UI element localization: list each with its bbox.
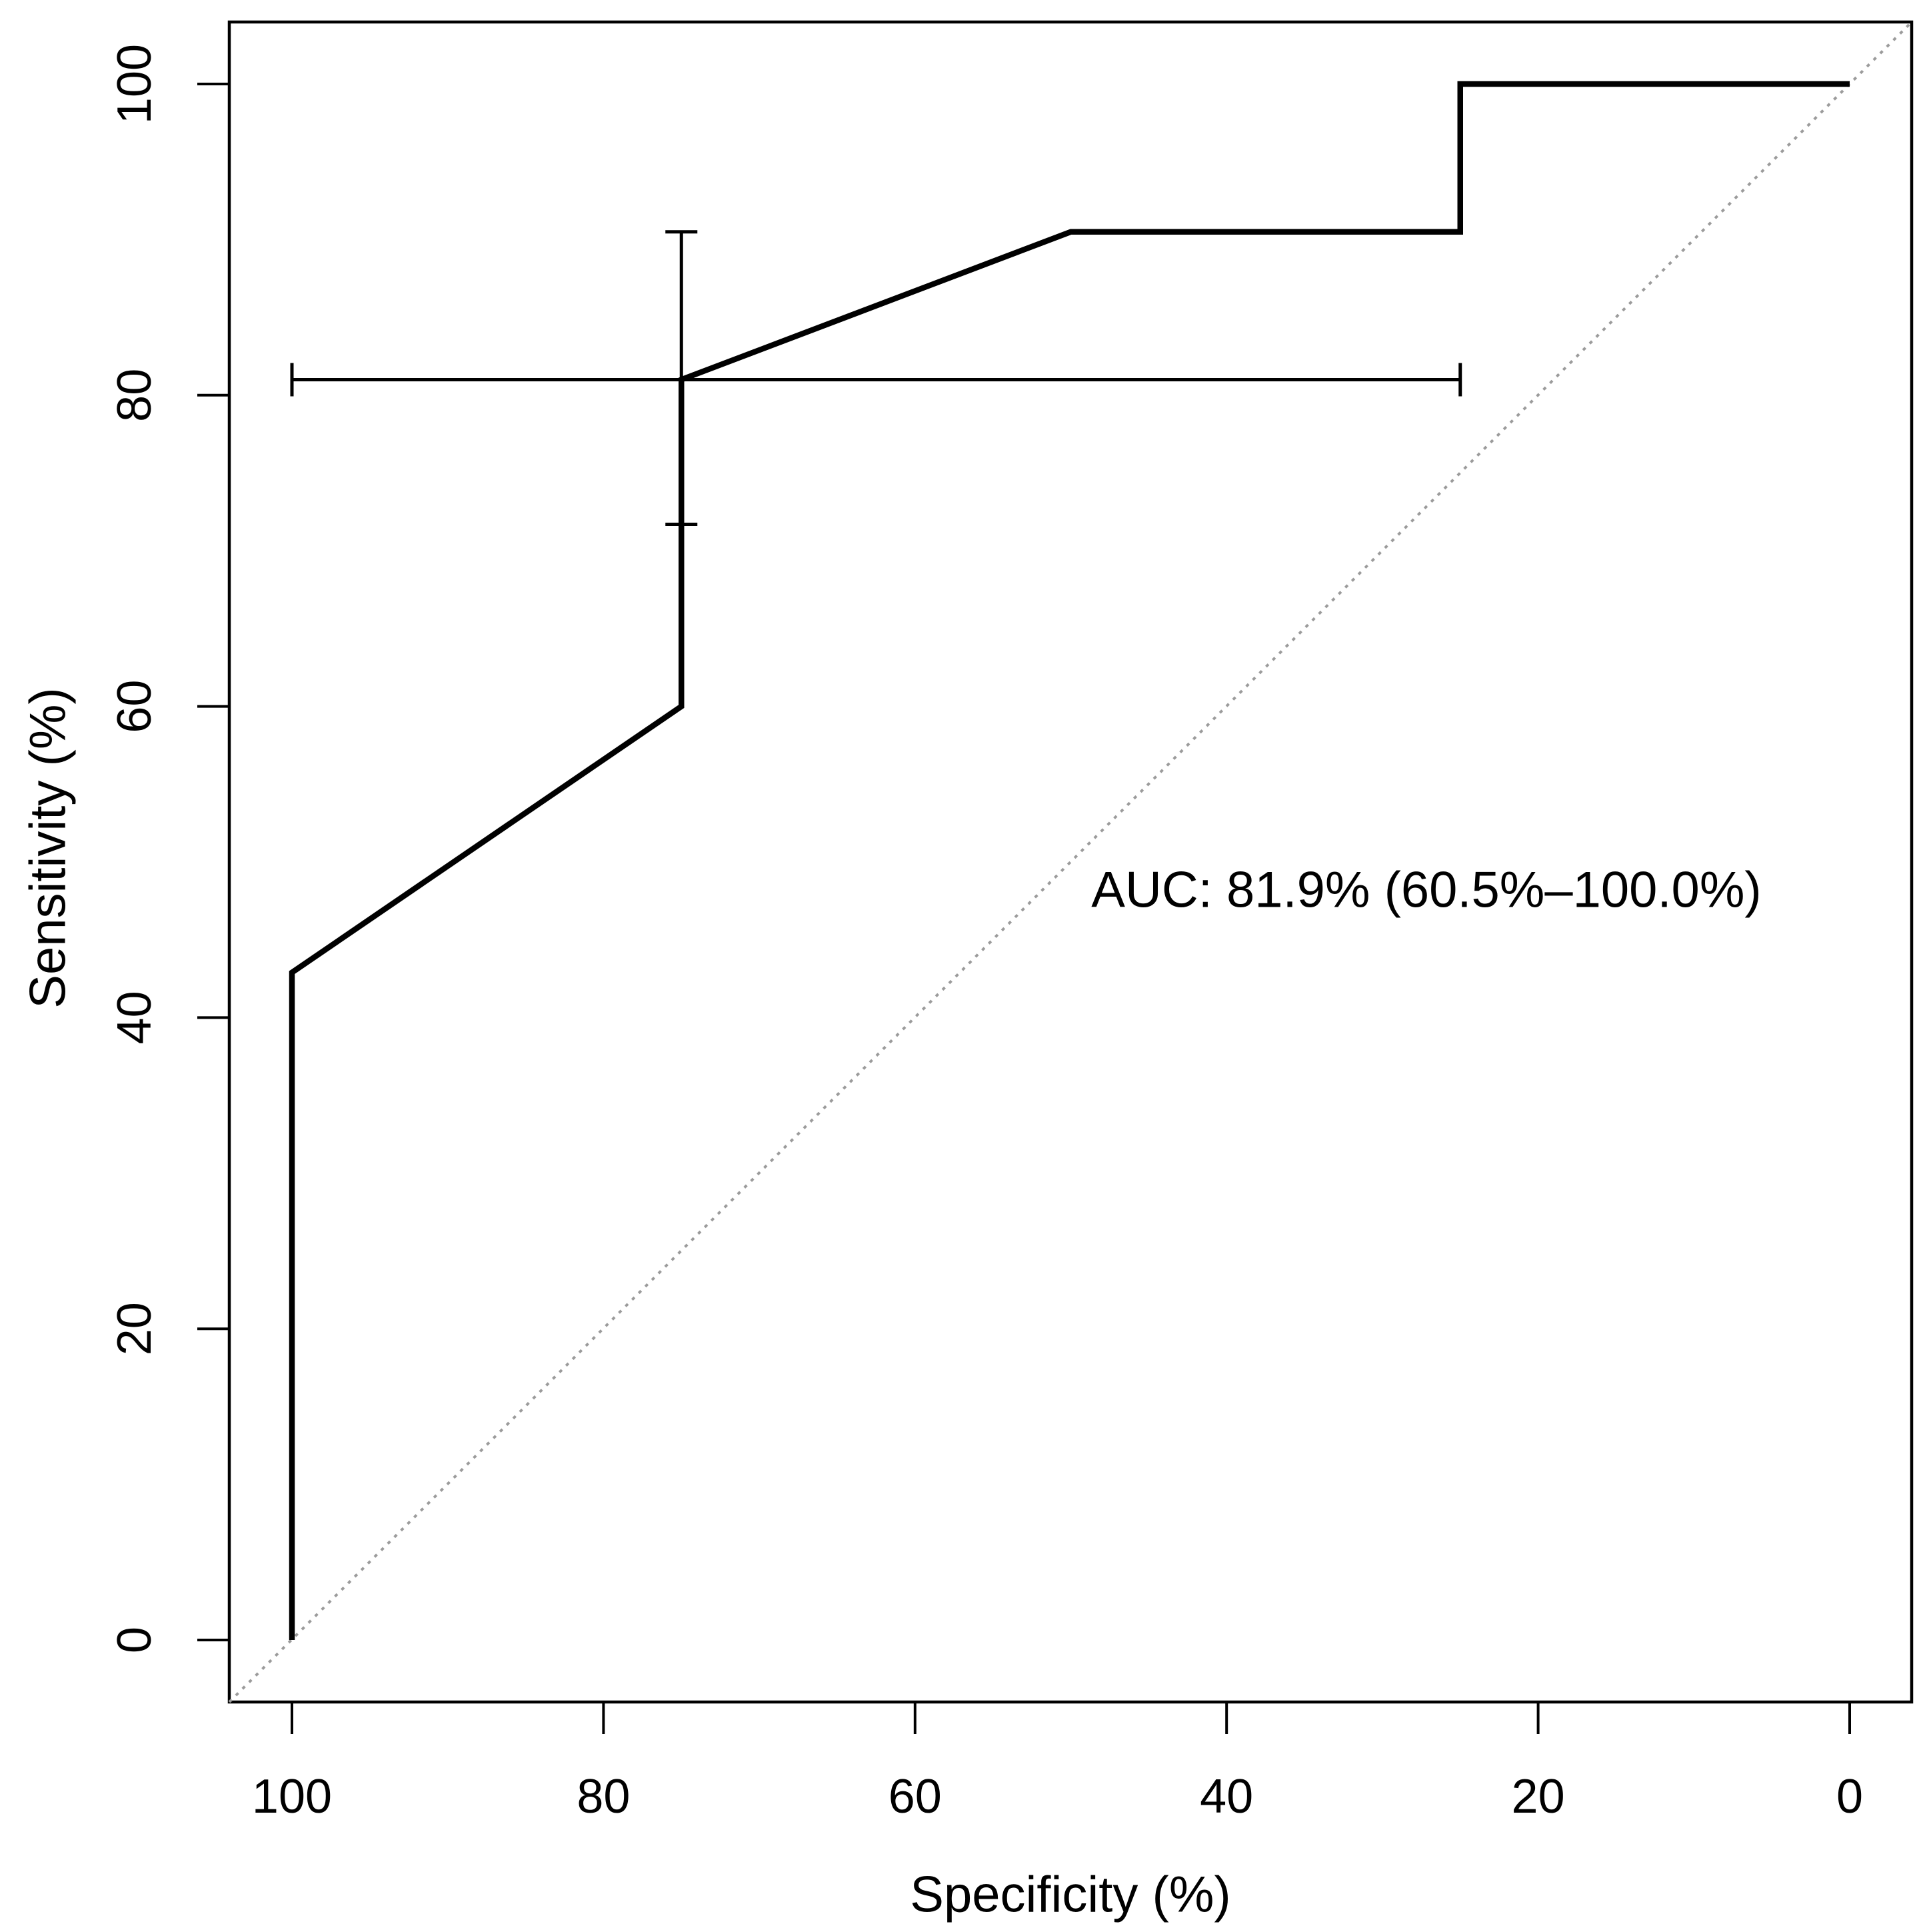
y-tick-label: 60 [108,680,161,733]
x-tick-label: 60 [889,1770,942,1823]
y-axis-title: Sensitivity (%) [20,687,77,1008]
y-tick-label: 0 [108,1627,161,1653]
x-tick-label: 80 [577,1770,630,1823]
y-axis-ticks: 0 20 40 60 80 100 [108,44,229,1653]
y-tick-label: 40 [108,991,161,1044]
x-tick-label: 40 [1200,1770,1253,1823]
roc-curve-line [289,81,1850,1640]
x-tick-label: 20 [1512,1770,1565,1823]
x-tick-label: 0 [1836,1770,1863,1823]
y-tick-label: 20 [108,1302,161,1355]
threshold-error-bars [290,230,1462,527]
x-tick-label: 100 [252,1770,332,1823]
x-axis-ticks: 100 80 60 40 20 0 [252,1702,1863,1823]
y-tick-label: 100 [108,44,161,124]
x-axis-title: Specificity (%) [910,1867,1230,1923]
auc-annotation: AUC: 81.9% (60.5%–100.0%) [1091,862,1761,919]
chance-diagonal-line [228,21,1913,1703]
y-tick-label: 80 [108,369,161,422]
plot-box [227,20,1914,1704]
